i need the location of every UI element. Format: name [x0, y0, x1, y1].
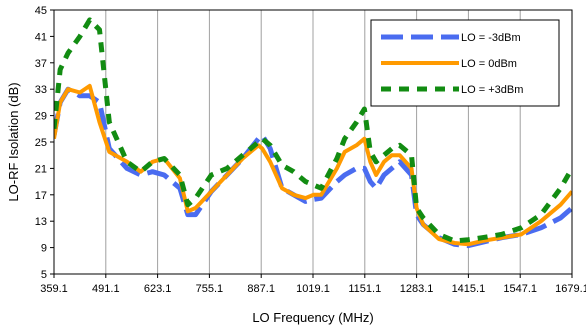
- x-tick-label: 1679.1: [555, 283, 586, 295]
- x-axis-ticks: 359.1 491.1 623.1 755.1 887.1 1019.1 1151.1 128…: [40, 274, 586, 295]
- x-axis-title: LO Frequency (MHz): [252, 310, 373, 325]
- x-tick-label: 359.1: [40, 283, 68, 295]
- y-tick-label: 25: [35, 137, 47, 149]
- y-tick-label: 37: [35, 58, 47, 70]
- y-tick-label: 13: [35, 216, 47, 228]
- legend-label: LO = 0dBm: [461, 58, 517, 70]
- y-tick-label: 29: [35, 111, 47, 123]
- y-tick-label: 21: [35, 163, 47, 175]
- y-tick-label: 33: [35, 84, 47, 96]
- x-tick-label: 1283.1: [400, 283, 434, 295]
- x-tick-label: 1019.1: [296, 283, 330, 295]
- y-tick-label: 9: [41, 243, 47, 255]
- x-tick-label: 1547.1: [503, 283, 537, 295]
- x-tick-label: 623.1: [144, 283, 172, 295]
- y-tick-label: 17: [35, 190, 47, 202]
- x-tick-label: 755.1: [196, 283, 224, 295]
- legend-label: LO = +3dBm: [461, 84, 523, 96]
- x-tick-label: 491.1: [92, 283, 120, 295]
- legend-label: LO = -3dBm: [461, 32, 521, 44]
- y-tick-label: 5: [41, 269, 47, 281]
- series-line-3: [54, 17, 572, 244]
- x-tick-label: 887.1: [247, 283, 275, 295]
- y-tick-label: 45: [35, 5, 47, 17]
- x-tick-label: 1151.1: [348, 283, 381, 295]
- series-layer: [54, 17, 572, 249]
- y-axis-title: LO-RF Isolation (dB): [6, 82, 21, 201]
- y-axis-ticks: 5 9 13 17 21 25 29 33 37 41 45: [35, 5, 54, 281]
- legend: LO = -3dBm LO = 0dBm LO = +3dBm: [370, 19, 560, 107]
- x-tick-label: 1415.1: [452, 283, 486, 295]
- y-tick-label: 41: [35, 31, 47, 43]
